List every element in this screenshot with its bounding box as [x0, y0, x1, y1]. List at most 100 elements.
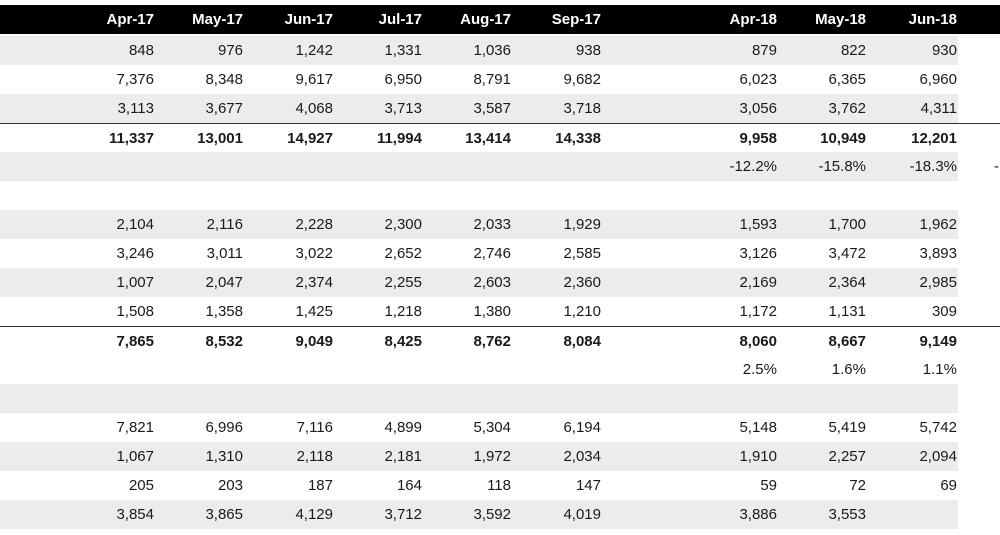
- table-cell[interactable]: 1,242: [295, 42, 333, 59]
- table-cell[interactable]: 6,960: [919, 71, 957, 88]
- table-cell[interactable]: [515, 181, 601, 210]
- table-cell[interactable]: 7,865: [116, 333, 154, 350]
- table-cell[interactable]: 2,094: [919, 448, 957, 465]
- table-cell[interactable]: 164: [396, 477, 422, 494]
- table-cell[interactable]: 9,617: [295, 71, 333, 88]
- table-cell[interactable]: 930: [931, 42, 957, 59]
- table-cell[interactable]: [157, 152, 243, 181]
- table-cell[interactable]: 5,742: [919, 419, 957, 436]
- table-cell[interactable]: 2.5%: [742, 361, 777, 378]
- table-cell[interactable]: 2,104: [116, 216, 154, 233]
- table-cell[interactable]: 6,996: [205, 419, 243, 436]
- table-cell[interactable]: 2,257: [828, 448, 866, 465]
- table-cell[interactable]: 14,338: [555, 130, 601, 147]
- table-cell[interactable]: 8,791: [473, 71, 511, 88]
- table-cell[interactable]: [247, 152, 333, 181]
- table-cell[interactable]: 2,585: [563, 245, 601, 262]
- table-cell[interactable]: 8,084: [563, 333, 601, 350]
- table-cell[interactable]: 8,532: [205, 333, 243, 350]
- table-cell[interactable]: 938: [575, 42, 601, 59]
- table-cell[interactable]: [157, 181, 243, 210]
- table-cell[interactable]: 848: [128, 42, 154, 59]
- table-cell[interactable]: 1,508: [116, 303, 154, 320]
- table-cell[interactable]: [68, 152, 154, 181]
- table-cell[interactable]: 203: [217, 477, 243, 494]
- table-cell[interactable]: 3,865: [205, 506, 243, 523]
- table-cell[interactable]: 1,929: [563, 216, 601, 233]
- table-cell[interactable]: 69: [940, 477, 957, 494]
- table-cell[interactable]: 2,181: [384, 448, 422, 465]
- table-cell[interactable]: 1,007: [116, 274, 154, 291]
- table-cell[interactable]: 3,126: [739, 245, 777, 262]
- table-cell[interactable]: 118: [487, 477, 511, 494]
- table-cell[interactable]: 3,246: [116, 245, 154, 262]
- table-cell[interactable]: 1,331: [384, 42, 422, 59]
- table-cell[interactable]: [871, 181, 957, 210]
- table-cell[interactable]: -15.8%: [818, 158, 866, 175]
- table-cell[interactable]: [68, 355, 154, 384]
- table-cell[interactable]: [515, 355, 601, 384]
- table-cell[interactable]: 6,023: [739, 71, 777, 88]
- table-cell[interactable]: [247, 181, 333, 210]
- table-cell[interactable]: 8,348: [205, 71, 243, 88]
- table-cell[interactable]: 2,228: [295, 216, 333, 233]
- table-cell[interactable]: 3,056: [739, 100, 777, 117]
- table-cell[interactable]: 11,337: [108, 130, 154, 147]
- table-cell[interactable]: 2,169: [739, 274, 777, 291]
- table-cell[interactable]: 6,194: [563, 419, 601, 436]
- table-cell[interactable]: 2,364: [828, 274, 866, 291]
- table-cell[interactable]: 13,414: [465, 130, 511, 147]
- table-cell[interactable]: 8,425: [384, 333, 422, 350]
- table-cell[interactable]: 1,962: [919, 216, 957, 233]
- table-cell[interactable]: 1,310: [205, 448, 243, 465]
- table-cell[interactable]: 2,116: [206, 216, 243, 233]
- table-cell[interactable]: [336, 152, 422, 181]
- table-cell[interactable]: [336, 355, 422, 384]
- table-cell[interactable]: 3,553: [828, 506, 866, 523]
- table-cell[interactable]: 9,049: [295, 333, 333, 350]
- table-cell[interactable]: 4,068: [295, 100, 333, 117]
- table-cell[interactable]: 8,060: [739, 333, 777, 350]
- table-cell[interactable]: 10,949: [820, 130, 866, 147]
- table-cell[interactable]: 1,910: [739, 448, 777, 465]
- table-cell[interactable]: [336, 181, 422, 210]
- table-cell[interactable]: 3,587: [473, 100, 511, 117]
- table-cell[interactable]: 7,116: [296, 419, 333, 436]
- table-cell[interactable]: 5,419: [828, 419, 866, 436]
- table-cell[interactable]: 2,360: [563, 274, 601, 291]
- table-cell[interactable]: [425, 384, 511, 413]
- table-cell[interactable]: [691, 181, 777, 210]
- table-cell[interactable]: 1,972: [473, 448, 511, 465]
- table-cell[interactable]: [515, 152, 601, 181]
- table-cell[interactable]: 1,425: [295, 303, 333, 320]
- table-cell[interactable]: 1,700: [828, 216, 866, 233]
- table-cell[interactable]: 2,746: [473, 245, 511, 262]
- table-cell[interactable]: [425, 181, 511, 210]
- table-cell[interactable]: 205: [128, 477, 154, 494]
- table-cell[interactable]: 6,365: [828, 71, 866, 88]
- table-cell[interactable]: [425, 355, 511, 384]
- table-cell[interactable]: 2,985: [919, 274, 957, 291]
- table-cell[interactable]: 2,603: [473, 274, 511, 291]
- table-cell[interactable]: 12,201: [911, 130, 957, 147]
- table-cell[interactable]: 11,994: [376, 130, 422, 147]
- table-cell[interactable]: 1,172: [739, 303, 777, 320]
- table-cell[interactable]: [871, 500, 957, 529]
- table-cell[interactable]: [247, 355, 333, 384]
- table-cell[interactable]: 2,118: [296, 448, 333, 465]
- table-cell[interactable]: 4,019: [563, 506, 601, 523]
- table-cell[interactable]: 4,129: [295, 506, 333, 523]
- table-cell[interactable]: 1,036: [473, 42, 511, 59]
- table-cell[interactable]: 3,718: [563, 100, 601, 117]
- table-cell[interactable]: 1,218: [384, 303, 422, 320]
- table-cell[interactable]: 8,762: [473, 333, 511, 350]
- table-cell[interactable]: [515, 384, 601, 413]
- table-cell[interactable]: 4,311: [920, 100, 957, 117]
- table-cell[interactable]: 1,067: [116, 448, 154, 465]
- table-cell[interactable]: 3,854: [116, 506, 154, 523]
- table-cell[interactable]: 4,899: [384, 419, 422, 436]
- table-cell[interactable]: [780, 181, 866, 210]
- table-cell[interactable]: 3,022: [295, 245, 333, 262]
- table-cell[interactable]: 3,113: [117, 100, 154, 117]
- table-cell[interactable]: 3,472: [828, 245, 866, 262]
